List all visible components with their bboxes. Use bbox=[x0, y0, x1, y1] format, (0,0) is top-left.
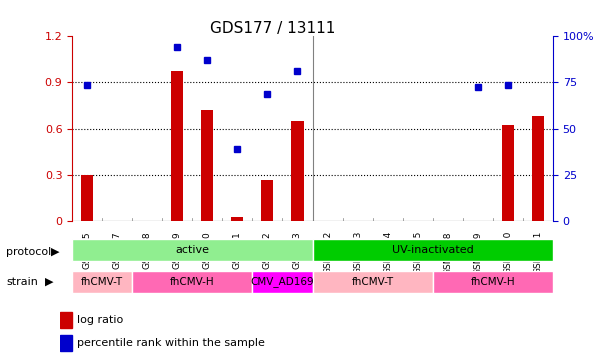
Text: strain: strain bbox=[6, 277, 38, 287]
Text: percentile rank within the sample: percentile rank within the sample bbox=[77, 338, 265, 348]
FancyBboxPatch shape bbox=[313, 238, 553, 261]
Text: CMV_AD169: CMV_AD169 bbox=[251, 277, 314, 287]
Text: fhCMV-T: fhCMV-T bbox=[352, 277, 394, 287]
Bar bbox=[60, 335, 72, 351]
Text: fhCMV-T: fhCMV-T bbox=[81, 277, 123, 287]
Text: UV-inactivated: UV-inactivated bbox=[392, 245, 474, 255]
Bar bbox=[532, 116, 544, 221]
FancyBboxPatch shape bbox=[252, 271, 313, 293]
Text: fhCMV-H: fhCMV-H bbox=[471, 277, 515, 287]
FancyBboxPatch shape bbox=[72, 238, 313, 261]
Bar bbox=[60, 312, 72, 328]
Bar bbox=[291, 121, 304, 221]
Bar bbox=[201, 110, 213, 221]
FancyBboxPatch shape bbox=[313, 271, 433, 293]
Bar bbox=[261, 180, 273, 221]
Text: ▶: ▶ bbox=[45, 277, 53, 287]
Text: GDS177 / 13111: GDS177 / 13111 bbox=[210, 21, 336, 36]
FancyBboxPatch shape bbox=[72, 271, 132, 293]
Bar bbox=[231, 217, 243, 221]
Text: active: active bbox=[175, 245, 209, 255]
FancyBboxPatch shape bbox=[132, 271, 252, 293]
Bar bbox=[502, 125, 514, 221]
FancyBboxPatch shape bbox=[433, 271, 553, 293]
Bar bbox=[81, 175, 93, 221]
Text: ▶: ▶ bbox=[51, 247, 59, 257]
Bar bbox=[171, 71, 183, 221]
Text: protocol: protocol bbox=[6, 247, 51, 257]
Text: log ratio: log ratio bbox=[77, 315, 123, 325]
Text: fhCMV-H: fhCMV-H bbox=[170, 277, 215, 287]
